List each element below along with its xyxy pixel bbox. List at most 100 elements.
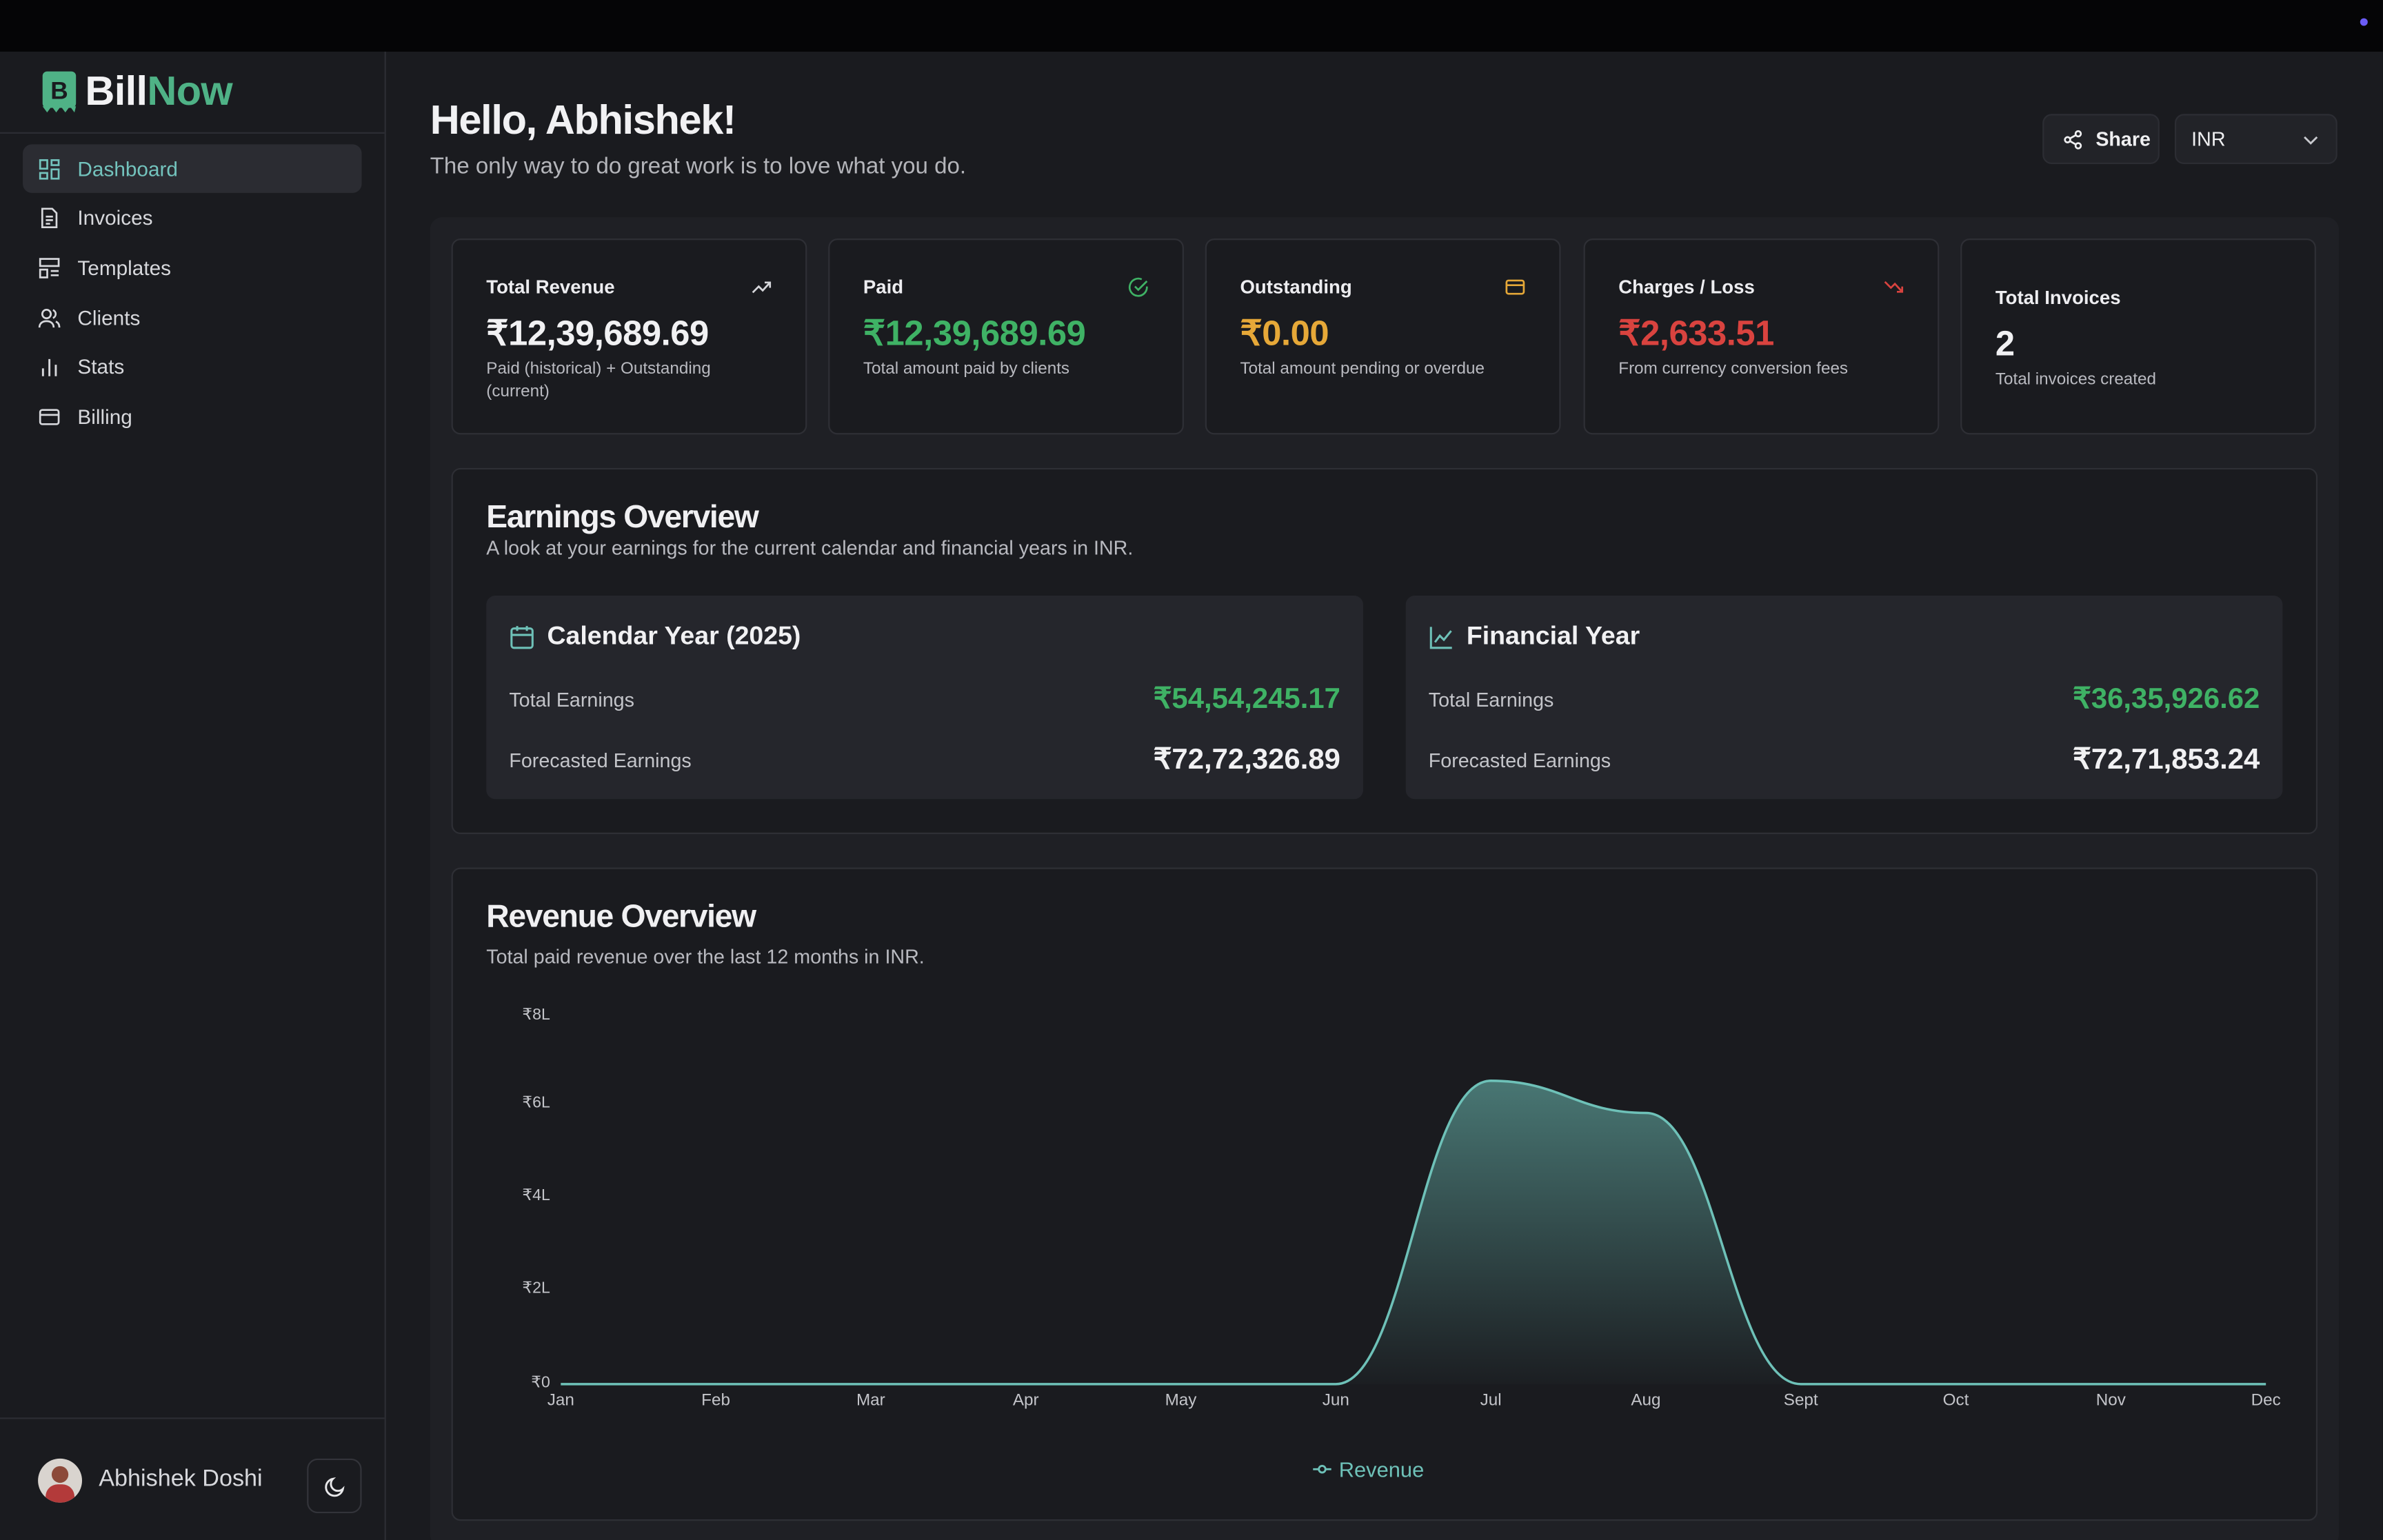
page-title: Hello, Abhishek! xyxy=(430,97,736,143)
x-tick-label: Oct xyxy=(1942,1391,1969,1410)
trending-up-icon xyxy=(752,281,772,294)
y-tick-label: ₹2L xyxy=(522,1279,550,1298)
moon-icon xyxy=(324,1476,344,1497)
financial-year-title-text: Financial Year xyxy=(1466,621,1640,651)
stat-title: Charges / Loss xyxy=(1618,276,1755,298)
y-tick-label: ₹0 xyxy=(531,1373,550,1392)
stats-icon xyxy=(41,359,57,377)
revenue-title: Revenue Overview xyxy=(486,899,756,935)
stat-card-total-invoices: Total Invoices 2 Total invoices created xyxy=(1960,239,2316,435)
stat-card-total-revenue: Total Revenue ₹12,39,689.69 Paid (histor… xyxy=(451,239,807,435)
legend-label: Revenue xyxy=(1338,1457,1425,1481)
card-icon xyxy=(39,409,60,425)
y-tick-label: ₹8L xyxy=(522,1006,550,1024)
stat-card-paid: Paid ₹12,39,689.69 Total amount paid by … xyxy=(828,239,1184,435)
calendar-total-label: Total Earnings xyxy=(509,688,634,711)
earnings-overview-panel: Earnings Overview A look at your earning… xyxy=(451,467,2318,834)
stat-value: 2 xyxy=(1995,323,2015,363)
stat-description: Total invoices created xyxy=(1995,370,2156,389)
stat-value: ₹12,39,689.69 xyxy=(863,313,1086,353)
sidebar-nav: Dashboard Invoices Templates Clients Sta… xyxy=(0,134,385,441)
y-tick-label: ₹4L xyxy=(522,1186,550,1205)
financial-year-card: Financial Year Total Earnings ₹36,35,926… xyxy=(1405,595,2283,800)
calendar-year-title-text: Calendar Year (2025) xyxy=(547,621,801,651)
chart-legend[interactable]: Revenue xyxy=(1311,1457,1424,1481)
logo-text-bill: Bill xyxy=(85,68,148,114)
sidebar: B BillNow Dashboard Invoices Templates C… xyxy=(0,51,386,1540)
x-tick-label: May xyxy=(1165,1391,1197,1410)
calendar-forecast-value: ₹72,72,326.89 xyxy=(1153,744,1340,777)
earnings-title: Earnings Overview xyxy=(486,500,759,535)
revenue-series-line[interactable] xyxy=(561,1080,2266,1386)
logo-icon: B xyxy=(42,70,77,112)
logo-text: BillNow xyxy=(85,68,232,115)
currency-value: INR xyxy=(2191,128,2226,151)
svg-text:B: B xyxy=(50,77,68,103)
stat-title: Total Invoices xyxy=(1995,287,2121,309)
x-tick-label: Jun xyxy=(1322,1391,1349,1410)
calendar-total-value: ₹54,54,245.17 xyxy=(1153,683,1340,716)
currency-select[interactable]: INR xyxy=(2174,114,2337,165)
x-tick-label: Feb xyxy=(701,1391,730,1410)
x-tick-label: Apr xyxy=(1012,1391,1039,1410)
x-tick-label: Nov xyxy=(2095,1391,2126,1410)
dashboard-content: Total Revenue ₹12,39,689.69 Paid (histor… xyxy=(430,217,2339,1540)
x-tick-label: Jul xyxy=(1480,1391,1502,1410)
revenue-subtitle: Total paid revenue over the last 12 mont… xyxy=(486,944,925,968)
stat-value: ₹12,39,689.69 xyxy=(486,313,709,353)
stat-description: Paid (historical) + Outstanding (current… xyxy=(486,360,711,401)
avatar[interactable] xyxy=(38,1457,83,1502)
financial-total-value: ₹36,35,926.62 xyxy=(2073,683,2260,716)
sidebar-item-templates[interactable]: Templates xyxy=(23,243,361,292)
user-name: Abhishek Doshi xyxy=(99,1466,263,1492)
share-button[interactable]: Share xyxy=(2042,114,2160,165)
calendar-year-title: Calendar Year (2025) xyxy=(509,621,801,651)
y-tick-label: ₹6L xyxy=(522,1093,550,1113)
calendar-forecast-label: Forecasted Earnings xyxy=(509,749,692,772)
sidebar-item-label: Templates xyxy=(77,256,172,280)
stat-card-charges-loss: Charges / Loss ₹2,633.51 From currency c… xyxy=(1583,239,1940,435)
earnings-subtitle: A look at your earnings for the current … xyxy=(486,536,1134,560)
stat-value: ₹2,633.51 xyxy=(1618,313,1774,353)
legend-line-icon xyxy=(1313,1464,1331,1474)
card-icon xyxy=(1505,279,1525,295)
x-tick-label: Mar xyxy=(856,1391,885,1410)
sidebar-item-invoices[interactable]: Invoices xyxy=(23,194,361,243)
sidebar-item-dashboard[interactable]: Dashboard xyxy=(23,144,362,193)
theme-toggle-button[interactable] xyxy=(307,1458,362,1514)
revenue-overview-panel: Revenue Overview Total paid revenue over… xyxy=(451,867,2318,1521)
financial-total-label: Total Earnings xyxy=(1428,688,1554,711)
x-tick-label: Sept xyxy=(1783,1391,1818,1410)
x-tick-label: Dec xyxy=(2251,1391,2281,1410)
sidebar-item-label: Stats xyxy=(77,356,125,379)
logo[interactable]: B BillNow xyxy=(0,52,385,134)
chevron-down-icon xyxy=(2304,136,2318,145)
check-circle-icon xyxy=(1128,277,1148,297)
calendar-icon xyxy=(510,625,534,649)
main-content: Hello, Abhishek! The only way to do grea… xyxy=(386,52,2383,1540)
revenue-chart-svg xyxy=(561,1080,2266,1386)
stat-description: Total amount paid by clients xyxy=(863,360,1070,378)
dashboard-icon xyxy=(39,158,60,179)
share-icon xyxy=(2064,129,2082,149)
share-button-label: Share xyxy=(2095,128,2151,151)
stat-card-outstanding: Outstanding ₹0.00 Total amount pending o… xyxy=(1205,239,1561,435)
financial-year-title: Financial Year xyxy=(1429,621,1640,651)
sidebar-item-clients[interactable]: Clients xyxy=(23,294,361,343)
financial-forecast-value: ₹72,71,853.24 xyxy=(2073,744,2260,777)
trending-down-icon xyxy=(1884,281,1904,293)
chart-line-icon xyxy=(1429,626,1452,649)
sidebar-item-stats[interactable]: Stats xyxy=(23,343,361,392)
sidebar-item-billing[interactable]: Billing xyxy=(23,393,361,442)
stat-value: ₹0.00 xyxy=(1240,313,1329,353)
calendar-year-card: Calendar Year (2025) Total Earnings ₹54,… xyxy=(486,595,1363,800)
status-dot xyxy=(2360,18,2368,26)
page-quote: The only way to do great work is to love… xyxy=(430,153,967,180)
stat-title: Outstanding xyxy=(1240,276,1352,298)
templates-icon xyxy=(39,257,60,278)
user-profile[interactable]: Abhishek Doshi xyxy=(0,1417,385,1540)
clients-icon xyxy=(38,308,61,327)
window-top-bar xyxy=(0,0,2383,52)
stat-title: Total Revenue xyxy=(486,276,615,298)
